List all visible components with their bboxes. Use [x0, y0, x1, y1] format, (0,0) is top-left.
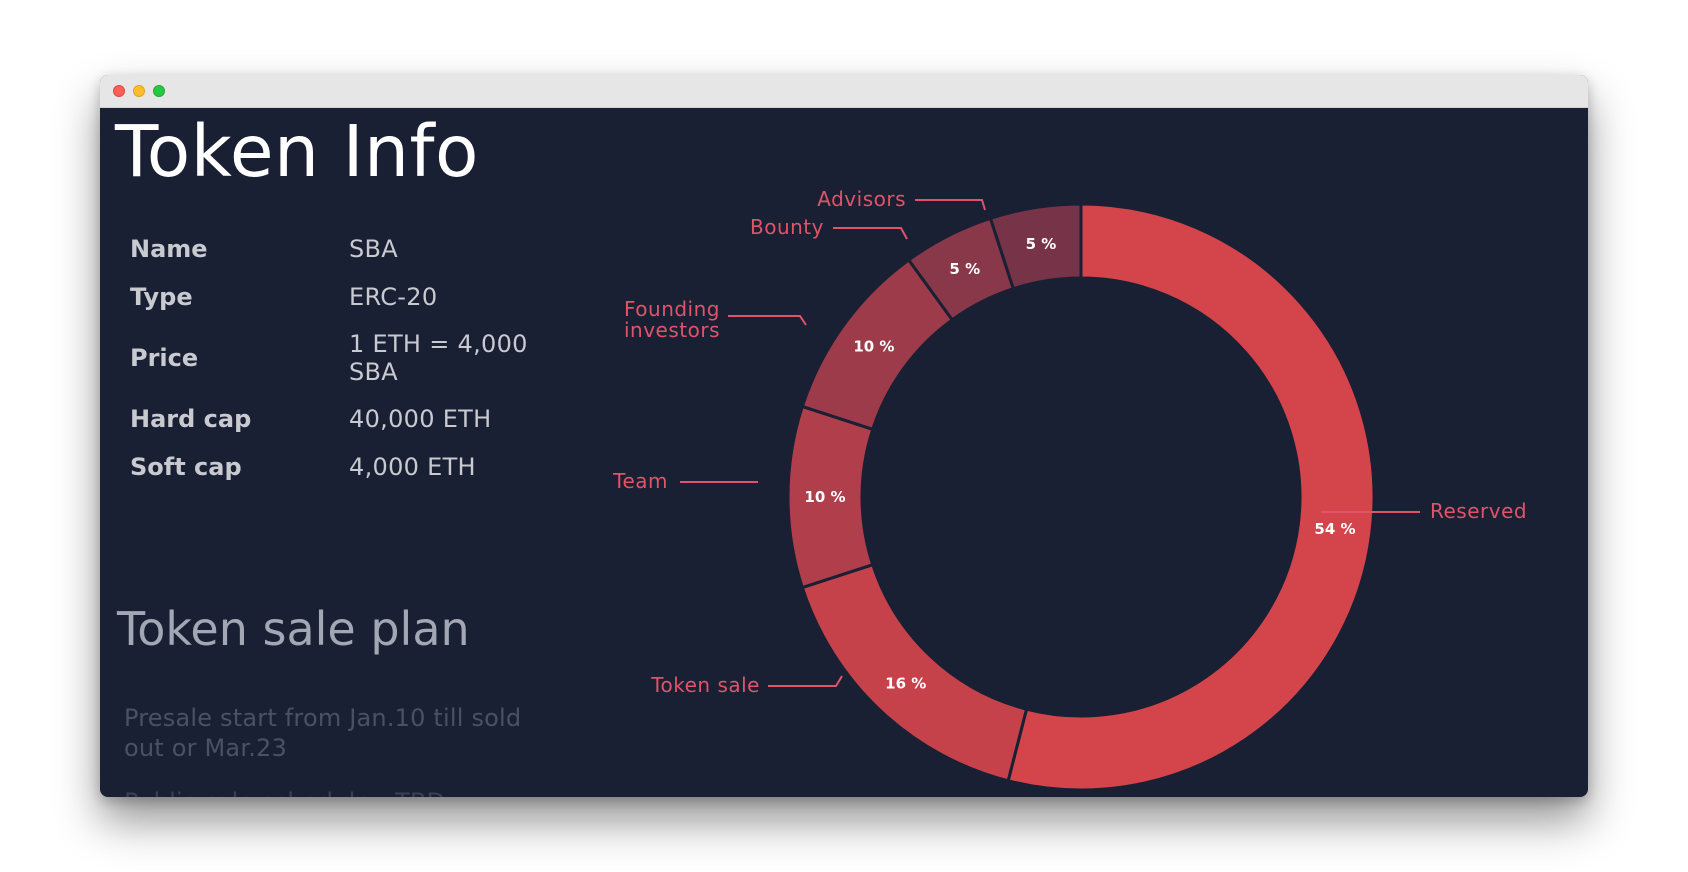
token-info-value: ERC-20	[349, 283, 438, 311]
callout-line-advisors	[915, 199, 986, 211]
category-label-token-sale: Token sale	[650, 673, 760, 697]
callout-line-token-sale	[768, 675, 843, 687]
donut-segment-advisors	[988, 202, 1083, 291]
token-info-row: Type ERC-20	[130, 273, 550, 321]
token-info-key: Type	[130, 283, 193, 311]
sale-plan-line: Presale start from Jan.10 till sold out …	[124, 704, 522, 762]
page-content: Token Info Name SBA Type ERC-20 Price 1 …	[100, 107, 1588, 797]
token-info-value: 40,000 ETH	[349, 405, 492, 433]
donut-segment-reserved	[1006, 202, 1376, 792]
segment-value-label-team: 10 %	[804, 488, 845, 506]
window-titlebar	[100, 75, 1588, 108]
token-info-key: Soft cap	[130, 453, 242, 481]
browser-window: Token Info Name SBA Type ERC-20 Price 1 …	[100, 75, 1588, 797]
category-label-team: Team	[612, 469, 668, 493]
segment-value-label-founding-investors: 10 %	[853, 338, 894, 356]
token-info-row: Name SBA	[130, 225, 550, 273]
token-info-table: Name SBA Type ERC-20 Price 1 ETH = 4,000…	[130, 225, 550, 491]
segment-value-label-token-sale: 16 %	[885, 675, 926, 693]
minimize-window-button[interactable]	[133, 85, 145, 97]
category-label-bounty: Bounty	[750, 215, 824, 239]
token-info-key: Price	[130, 344, 199, 372]
token-distribution-chart: Reserved Token sale Team Founding investors B…	[612, 187, 1527, 792]
category-label-founding-investors: Founding investors	[624, 297, 720, 342]
token-info-row: Soft cap 4,000 ETH	[130, 443, 550, 491]
token-info-row: Price 1 ETH = 4,000 SBA	[130, 321, 550, 395]
close-window-button[interactable]	[113, 85, 125, 97]
token-info-key: Hard cap	[130, 405, 252, 433]
segment-value-label-bounty: 5 %	[949, 260, 980, 278]
token-info-value: 4,000 ETH	[349, 453, 476, 481]
segment-value-label-advisors: 5 %	[1026, 235, 1057, 253]
callout-line-bounty	[833, 227, 908, 240]
category-label-reserved: Reserved	[1430, 499, 1527, 523]
token-info-value: SBA	[349, 235, 399, 263]
token-info-value: 1 ETH = 4,000 SBA	[349, 330, 528, 386]
donut-segment-token-sale	[800, 562, 1029, 783]
sale-plan-line: Public sale schedule - TBD	[124, 787, 564, 797]
token-info-row: Hard cap 40,000 ETH	[130, 395, 550, 443]
segment-value-label-reserved: 54 %	[1314, 520, 1355, 538]
category-label-advisors: Advisors	[817, 187, 906, 211]
maximize-window-button[interactable]	[153, 85, 165, 97]
page-title: Token Info	[115, 110, 479, 193]
callout-line-founding-investors	[728, 315, 807, 326]
sale-plan-title: Token sale plan	[117, 602, 470, 656]
token-info-key: Name	[130, 235, 208, 263]
